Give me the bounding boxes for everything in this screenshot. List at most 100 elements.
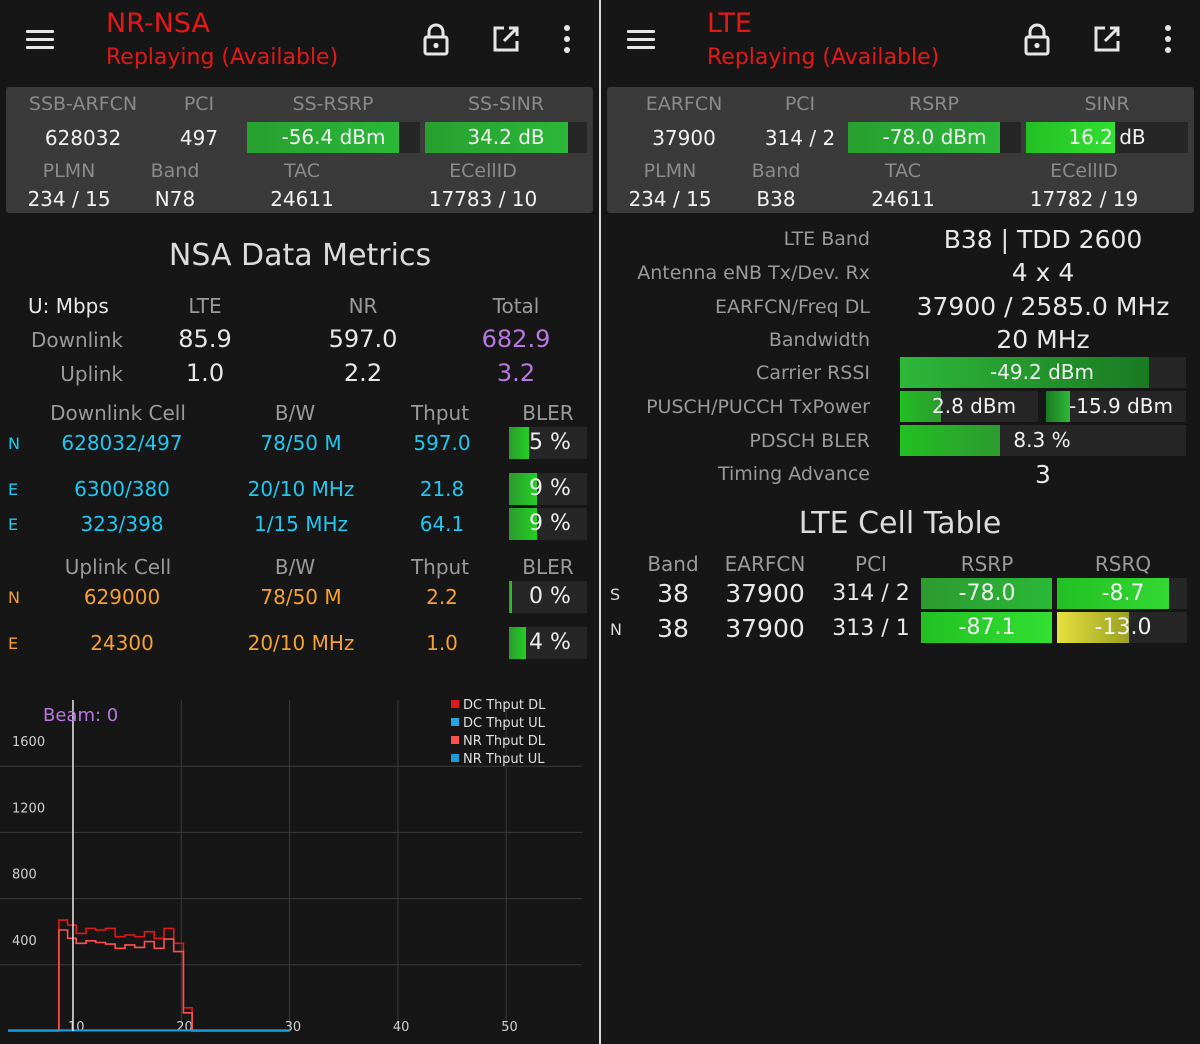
lte-band-value: B38 | TDD 2600 (943, 225, 1143, 254)
menu-icon[interactable] (26, 28, 56, 50)
cell-type-tag: N (8, 588, 20, 607)
col-lte: LTE (188, 294, 222, 318)
x-tick-label: 30 (285, 1020, 302, 1035)
cell-rsrp-bar-fill (921, 612, 1052, 643)
x-tick-label: 20 (176, 1020, 193, 1035)
cell-rsrq-value: -8.7 (1101, 581, 1145, 606)
ul-cell-id: 629000 (83, 585, 161, 609)
earfcn-header: EARFCN (724, 552, 806, 576)
cell-pci: 314 / 2 (832, 581, 910, 606)
y-tick-label: 800 (12, 868, 37, 883)
nr-nsa-panel: NR-NSA Replaying (Available) SSB-ARFCN P… (0, 0, 599, 1044)
dl-bler-header: BLER (522, 401, 574, 425)
earfcn-label: EARFCN (645, 93, 723, 115)
ss-rsrp-bar-fill (247, 122, 400, 153)
uplink-label: Uplink (60, 362, 123, 386)
cell-rsrp-value: -78.0 (958, 581, 1016, 606)
band-value: B38 (756, 187, 796, 211)
cell-type-tag: N (610, 620, 622, 639)
col-nr: NR (348, 294, 378, 318)
bler-bar-fill (509, 508, 538, 540)
rsrp-bar: -78.0 dBm (848, 122, 1021, 153)
plmn-value: 234 / 15 (628, 187, 712, 211)
panel-divider (599, 0, 601, 1044)
downlink-label: Downlink (30, 328, 123, 352)
bler-bar-fill (509, 427, 529, 459)
pdsch-bler-label: PDSCH BLER (749, 430, 870, 452)
cell-rsrp-value: -87.1 (958, 615, 1016, 640)
carrier-rssi-value: -49.2 dBm (989, 360, 1095, 384)
nr-info-box: SSB-ARFCN PCI SS-RSRP SS-SINR 628032 497… (6, 87, 593, 213)
lock-icon[interactable] (1020, 22, 1054, 56)
cell-rsrq-bar-fill (1057, 612, 1129, 643)
dl-cell-bler-bar: 9 % (509, 473, 587, 505)
pdsch-bler-bar-fill (900, 425, 1001, 456)
plmn-value: 234 / 15 (27, 187, 111, 211)
cell-earfcn: 37900 (725, 614, 805, 643)
carrier-rssi-bar: -49.2 dBm (900, 357, 1186, 388)
ecellid-value: 17782 / 19 (1029, 187, 1139, 211)
ss-sinr-value: 34.2 dB (467, 125, 545, 149)
pucch-power-bar: -15.9 dBm (1046, 391, 1186, 422)
cell-rsrq-bar: -13.0 (1057, 612, 1187, 643)
timing-advance-label: Timing Advance (717, 463, 870, 485)
uplink-nr-value: 2.2 (343, 359, 383, 387)
ul-cell-bler-bar: 4 % (509, 627, 587, 659)
more-vert-icon[interactable] (550, 22, 584, 56)
legend-swatch (451, 718, 459, 726)
uplink-total-value: 3.2 (496, 359, 536, 387)
cell-rsrq-bar-fill (1057, 578, 1169, 609)
cell-earfcn: 37900 (725, 579, 805, 608)
cell-type-tag: E (8, 480, 19, 499)
dl-cell-bler-bar: 5 % (509, 427, 587, 459)
dl-cell-bler-value: 9 % (529, 511, 571, 536)
earfcn-freq-label: EARFCN/Freq DL (715, 296, 870, 318)
cell-pci: 313 / 1 (832, 616, 910, 641)
series-line (8, 929, 290, 1032)
band-label: Band (751, 160, 801, 182)
ecellid-value: 17783 / 10 (428, 187, 538, 211)
more-vert-icon[interactable] (1151, 22, 1185, 56)
ul-cell-bler-value: 4 % (529, 630, 571, 655)
downlink-nr-value: 597.0 (328, 325, 398, 353)
cell-band: 38 (657, 579, 689, 608)
pucch-power-value: -15.9 dBm (1069, 394, 1174, 418)
lock-icon[interactable] (419, 22, 453, 56)
tac-label: TAC (283, 160, 321, 182)
lte-band-label: LTE Band (783, 228, 870, 250)
legend-label: NR Thput UL (463, 752, 545, 767)
ul-cell-thput: 2.2 (426, 585, 458, 609)
pci-header: PCI (855, 552, 887, 576)
pci-label: PCI (183, 93, 215, 115)
ss-rsrp-bar: -56.4 dBm (247, 122, 420, 153)
ul-cell-id: 24300 (90, 631, 154, 655)
page-title: LTE (707, 8, 752, 39)
pusch-power-value: 2.8 dBm (932, 394, 1017, 418)
sinr-label: SINR (1084, 93, 1130, 115)
open-external-icon[interactable] (489, 22, 523, 56)
legend-label: DC Thput UL (463, 716, 546, 731)
x-tick-label: 10 (68, 1020, 85, 1035)
pdsch-bler-bar: 8.3 % (900, 425, 1186, 456)
y-tick-label: 1600 (12, 735, 45, 750)
plmn-label: PLMN (643, 160, 697, 182)
x-tick-label: 40 (393, 1020, 410, 1035)
dl-cell-header: Downlink Cell (50, 401, 186, 425)
ul-bw-header: B/W (274, 555, 316, 579)
menu-icon[interactable] (627, 28, 657, 50)
rsrp-bar-fill (848, 122, 1001, 153)
legend-swatch (451, 700, 459, 708)
open-external-icon[interactable] (1090, 22, 1124, 56)
ecellid-label: ECellID (449, 160, 517, 182)
sinr-bar-fill (1026, 122, 1116, 153)
band-label: Band (150, 160, 200, 182)
carrier-rssi-label: Carrier RSSI (756, 362, 870, 384)
pusch-power-bar-fill (900, 391, 942, 422)
dl-cell-thput: 21.8 (419, 477, 465, 501)
legend-label: DC Thput DL (463, 698, 546, 713)
pci-value: 314 / 2 (764, 126, 836, 150)
antenna-label: Antenna eNB Tx/Dev. Rx (637, 262, 870, 284)
dl-cell-bler-value: 9 % (529, 476, 571, 501)
dl-cell-id: 628032/497 (61, 431, 183, 455)
ul-cell-thput: 1.0 (426, 631, 458, 655)
